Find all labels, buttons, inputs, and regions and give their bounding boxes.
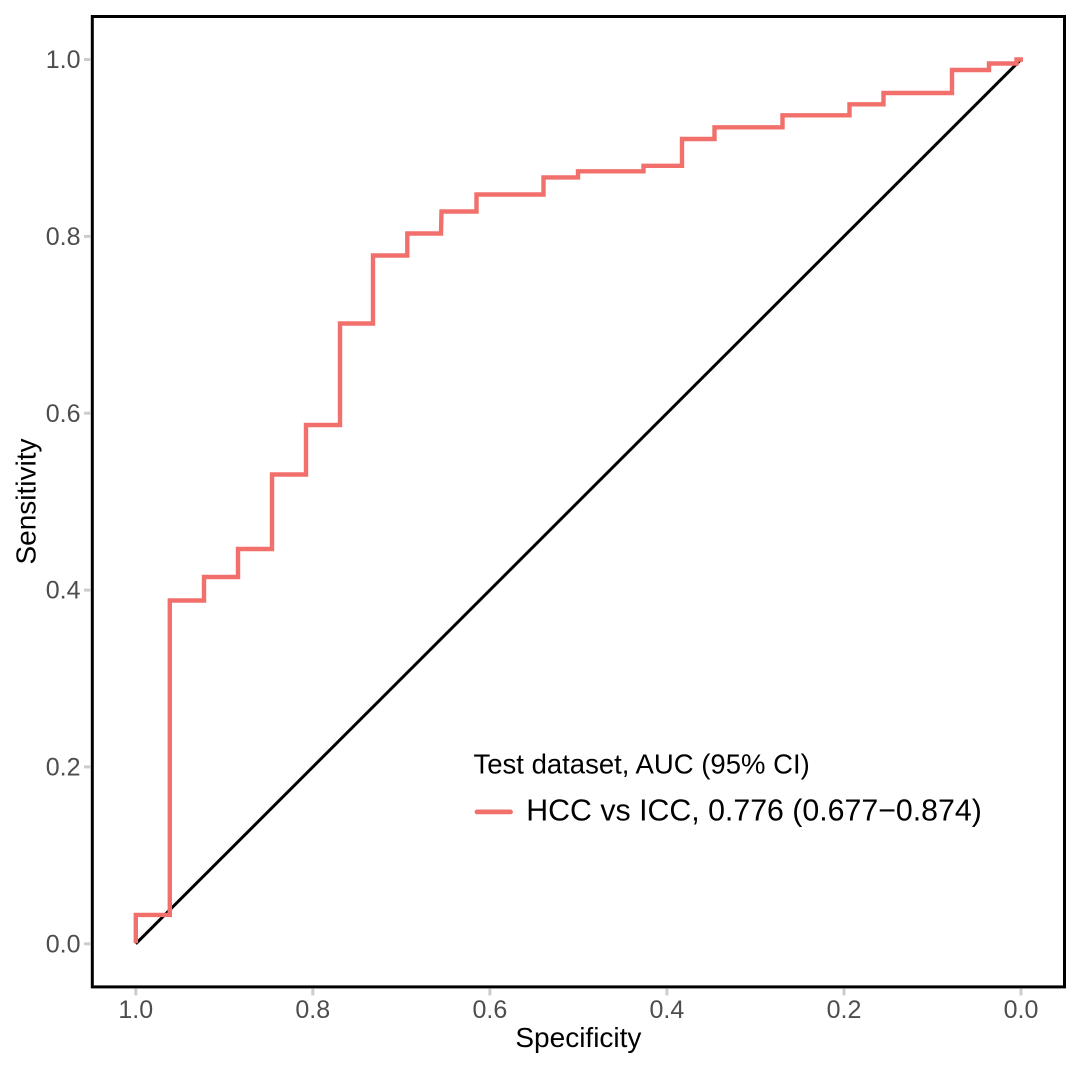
svg-text:0.8: 0.8 xyxy=(46,223,81,251)
svg-text:Test dataset, AUC (95% CI): Test dataset, AUC (95% CI) xyxy=(474,749,810,780)
svg-text:1.0: 1.0 xyxy=(118,996,153,1024)
svg-text:0.6: 0.6 xyxy=(473,996,508,1024)
svg-text:0.0: 0.0 xyxy=(1004,996,1039,1024)
svg-text:0.0: 0.0 xyxy=(46,930,81,958)
svg-text:1.0: 1.0 xyxy=(46,46,81,74)
svg-text:0.2: 0.2 xyxy=(46,754,81,782)
svg-text:0.4: 0.4 xyxy=(650,996,685,1024)
svg-text:0.4: 0.4 xyxy=(46,577,81,605)
svg-text:Specificity: Specificity xyxy=(515,1022,641,1053)
svg-text:0.2: 0.2 xyxy=(827,996,862,1024)
svg-text:Sensitivity: Sensitivity xyxy=(11,438,42,564)
svg-text:HCC vs ICC, 0.776 (0.677−0.874: HCC vs ICC, 0.776 (0.677−0.874) xyxy=(526,795,982,828)
svg-text:0.6: 0.6 xyxy=(46,400,81,428)
svg-text:0.8: 0.8 xyxy=(295,996,330,1024)
